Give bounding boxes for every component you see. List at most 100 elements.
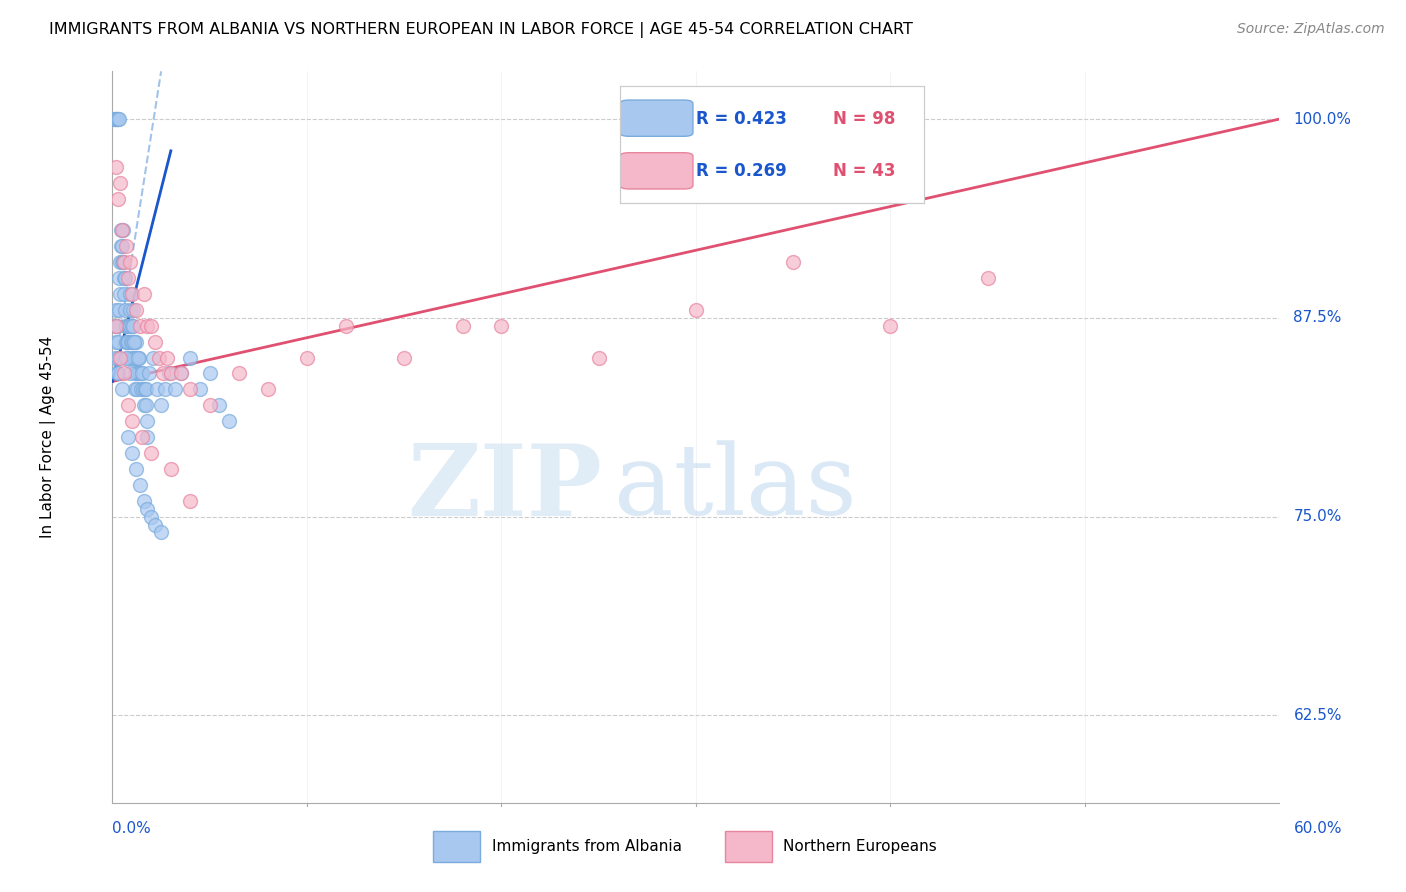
Point xyxy=(163,383,186,397)
Point xyxy=(136,430,159,444)
Text: 75.0%: 75.0% xyxy=(1294,509,1341,524)
Point xyxy=(976,271,998,285)
Point xyxy=(125,334,148,349)
Point xyxy=(121,334,143,349)
Point xyxy=(169,367,191,381)
Point xyxy=(153,383,176,397)
Point xyxy=(107,302,129,317)
Text: In Labor Force | Age 45-54: In Labor Force | Age 45-54 xyxy=(41,336,56,538)
Point xyxy=(142,351,165,365)
Point xyxy=(112,255,135,269)
Point xyxy=(105,318,128,333)
Point xyxy=(107,192,129,206)
Point xyxy=(198,398,221,412)
Point xyxy=(112,367,135,381)
Point xyxy=(110,176,132,190)
Point xyxy=(118,255,141,269)
Point xyxy=(110,351,132,365)
Point xyxy=(228,367,250,381)
Point xyxy=(179,383,201,397)
Point xyxy=(218,414,240,428)
Point xyxy=(122,302,145,317)
Point xyxy=(105,318,128,333)
Point xyxy=(132,398,155,412)
Point xyxy=(118,367,141,381)
Point xyxy=(111,383,134,397)
Point xyxy=(257,383,280,397)
Point xyxy=(335,318,357,333)
Point xyxy=(114,302,136,317)
Point xyxy=(125,462,148,476)
Point xyxy=(491,318,513,333)
Point xyxy=(138,367,160,381)
Point xyxy=(146,383,169,397)
Point xyxy=(117,430,139,444)
Point xyxy=(118,287,141,301)
Point xyxy=(115,318,138,333)
Point xyxy=(104,112,127,126)
Point xyxy=(208,398,231,412)
Point xyxy=(114,318,136,333)
Point xyxy=(107,112,129,126)
Point xyxy=(115,334,138,349)
Point xyxy=(104,112,127,126)
Text: 60.0%: 60.0% xyxy=(1294,821,1341,836)
Point xyxy=(124,367,146,381)
Point xyxy=(112,287,135,301)
Point xyxy=(128,477,150,491)
Point xyxy=(121,351,143,365)
Point xyxy=(127,351,149,365)
Point xyxy=(111,255,134,269)
Point xyxy=(105,112,128,126)
Point xyxy=(198,367,221,381)
Point xyxy=(125,302,148,317)
Point xyxy=(117,271,139,285)
Point xyxy=(105,302,128,317)
Text: Source: ZipAtlas.com: Source: ZipAtlas.com xyxy=(1237,22,1385,37)
Point xyxy=(127,367,149,381)
Point xyxy=(128,351,150,365)
Point xyxy=(110,239,132,253)
Point xyxy=(104,318,127,333)
Point xyxy=(110,255,132,269)
Point xyxy=(131,383,153,397)
Point xyxy=(128,318,150,333)
Point xyxy=(588,351,610,365)
Point xyxy=(121,414,143,428)
Point xyxy=(685,302,707,317)
Point xyxy=(152,367,174,381)
Point xyxy=(121,318,143,333)
Point xyxy=(108,287,131,301)
Point xyxy=(103,112,125,126)
Point xyxy=(141,509,163,524)
Point xyxy=(121,446,143,460)
Point xyxy=(141,446,163,460)
Point xyxy=(132,493,155,508)
Point xyxy=(122,334,145,349)
Text: atlas: atlas xyxy=(614,441,858,536)
Point xyxy=(148,351,170,365)
Point xyxy=(879,318,901,333)
Point xyxy=(129,383,152,397)
Point xyxy=(451,318,474,333)
Text: 100.0%: 100.0% xyxy=(1294,112,1351,127)
Point xyxy=(125,351,148,365)
Point xyxy=(143,517,166,532)
Point xyxy=(114,271,136,285)
Point xyxy=(160,462,183,476)
Point xyxy=(105,367,128,381)
Point xyxy=(122,334,145,349)
Point xyxy=(112,271,135,285)
Point xyxy=(115,334,138,349)
Point xyxy=(121,287,143,301)
Point xyxy=(295,351,318,365)
Point xyxy=(160,367,183,381)
Point xyxy=(105,160,128,174)
Point xyxy=(134,383,156,397)
Point xyxy=(107,112,129,126)
Point xyxy=(394,351,416,365)
Point xyxy=(122,318,145,333)
Point xyxy=(107,334,129,349)
Point xyxy=(150,398,173,412)
Point xyxy=(112,255,135,269)
